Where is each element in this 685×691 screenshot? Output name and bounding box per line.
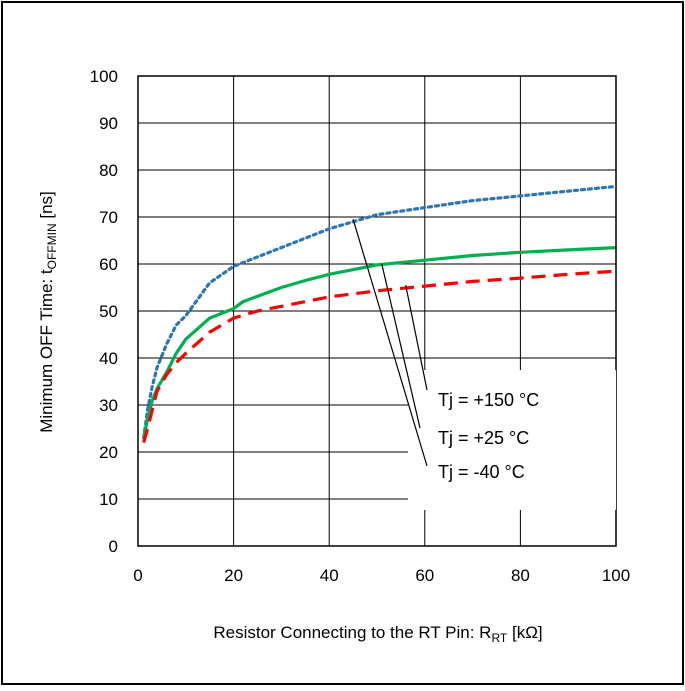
x-tick-label: 80 xyxy=(511,566,530,585)
y-tick-label: 20 xyxy=(99,443,118,462)
series-line-tj-25-c xyxy=(142,246,617,439)
tick-labels: 0 10 20 30 40 50 60 70 80 90 100 0 20 40 60 80 100 xyxy=(90,67,631,585)
annotation-label: Tj = +25 °C xyxy=(438,428,529,448)
x-axis-title: Resistor Connecting to the RT Pin: RRT [… xyxy=(213,623,542,645)
y-tick-label: 100 xyxy=(90,67,118,86)
x-tick-label: 60 xyxy=(415,566,434,585)
plot-area-border xyxy=(137,75,617,547)
y-tick-label: 90 xyxy=(99,114,118,133)
series-line-tj-40-c xyxy=(142,269,617,444)
annotation-leader-line xyxy=(352,219,428,467)
x-tick-label: 40 xyxy=(320,566,339,585)
series-lines xyxy=(142,184,618,444)
x-tick-label: 100 xyxy=(602,566,630,585)
annotation-label: Tj = -40 °C xyxy=(438,462,525,482)
y-tick-label: 30 xyxy=(99,396,118,415)
annotation-leader-line xyxy=(381,263,421,429)
y-tick-label: 40 xyxy=(99,349,118,368)
annotations: Tj = +150 °C Tj = +25 °C Tj = -40 °C xyxy=(352,219,616,510)
series-line-tj-150-c xyxy=(142,184,618,440)
y-tick-label: 80 xyxy=(99,161,118,180)
x-tick-label: 20 xyxy=(224,566,243,585)
y-tick-label: 60 xyxy=(99,255,118,274)
annotation-label: Tj = +150 °C xyxy=(438,390,539,410)
y-tick-label: 50 xyxy=(99,302,118,321)
annotation-leader-line xyxy=(405,285,428,391)
x-tick-label: 0 xyxy=(133,566,142,585)
y-tick-label: 0 xyxy=(109,537,118,556)
y-axis-title: Minimum OFF Time: tOFFMIN [ns] xyxy=(37,191,59,433)
y-tick-label: 10 xyxy=(99,490,118,509)
y-tick-label: 70 xyxy=(99,208,118,227)
annotation-box xyxy=(408,370,616,510)
